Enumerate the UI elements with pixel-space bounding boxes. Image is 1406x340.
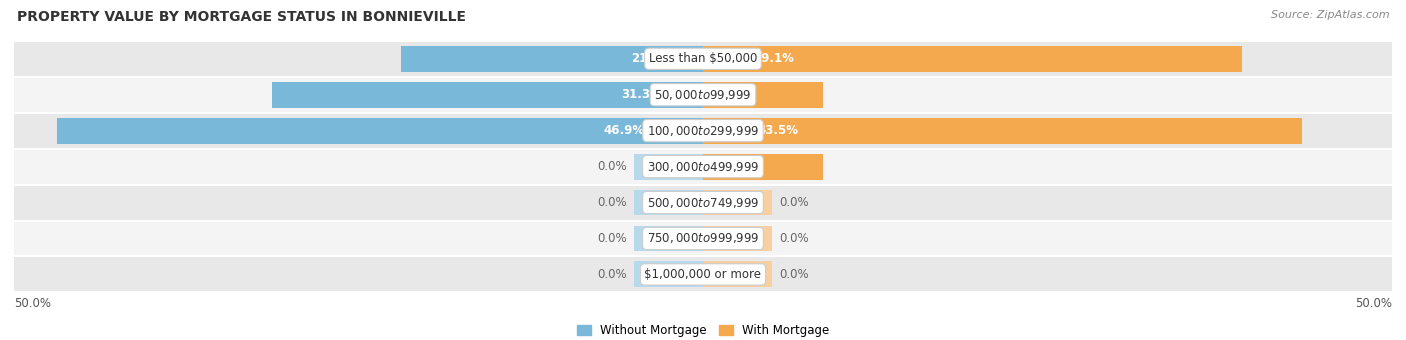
Text: 50.0%: 50.0% [1355, 297, 1392, 310]
Bar [14, 41, 1392, 77]
Bar [703, 154, 823, 180]
Text: 0.0%: 0.0% [598, 196, 627, 209]
Bar [14, 149, 1392, 185]
Bar [14, 185, 1392, 221]
Text: $50,000 to $99,999: $50,000 to $99,999 [654, 88, 752, 102]
Text: 0.0%: 0.0% [779, 232, 808, 245]
Text: 39.1%: 39.1% [754, 52, 794, 65]
Text: 50.0%: 50.0% [14, 297, 51, 310]
Text: Source: ZipAtlas.com: Source: ZipAtlas.com [1271, 10, 1389, 20]
Bar [634, 190, 703, 216]
Text: $500,000 to $749,999: $500,000 to $749,999 [647, 195, 759, 209]
Bar [14, 113, 1392, 149]
Bar [703, 46, 1241, 72]
Text: $300,000 to $499,999: $300,000 to $499,999 [647, 159, 759, 174]
Text: 43.5%: 43.5% [758, 124, 799, 137]
Text: 8.7%: 8.7% [720, 160, 752, 173]
Bar [634, 225, 703, 251]
Text: $1,000,000 or more: $1,000,000 or more [644, 268, 762, 281]
Text: 0.0%: 0.0% [598, 160, 627, 173]
Bar [14, 221, 1392, 256]
Bar [703, 225, 772, 251]
Bar [14, 256, 1392, 292]
Bar [271, 82, 703, 108]
Text: Less than $50,000: Less than $50,000 [648, 52, 758, 65]
Text: 0.0%: 0.0% [779, 268, 808, 281]
Bar [56, 118, 703, 143]
Bar [634, 154, 703, 180]
Text: 21.9%: 21.9% [631, 52, 672, 65]
Bar [703, 190, 772, 216]
Bar [401, 46, 703, 72]
Text: 46.9%: 46.9% [603, 124, 644, 137]
Bar [703, 261, 772, 287]
Text: PROPERTY VALUE BY MORTGAGE STATUS IN BONNIEVILLE: PROPERTY VALUE BY MORTGAGE STATUS IN BON… [17, 10, 465, 24]
Bar [703, 118, 1302, 143]
Text: $100,000 to $299,999: $100,000 to $299,999 [647, 124, 759, 138]
Text: 31.3%: 31.3% [621, 88, 662, 101]
Bar [14, 77, 1392, 113]
Bar [703, 82, 823, 108]
Text: 0.0%: 0.0% [779, 196, 808, 209]
Bar [634, 261, 703, 287]
Text: 0.0%: 0.0% [598, 268, 627, 281]
Text: $750,000 to $999,999: $750,000 to $999,999 [647, 232, 759, 245]
Legend: Without Mortgage, With Mortgage: Without Mortgage, With Mortgage [572, 319, 834, 340]
Text: 8.7%: 8.7% [720, 88, 752, 101]
Text: 0.0%: 0.0% [598, 232, 627, 245]
